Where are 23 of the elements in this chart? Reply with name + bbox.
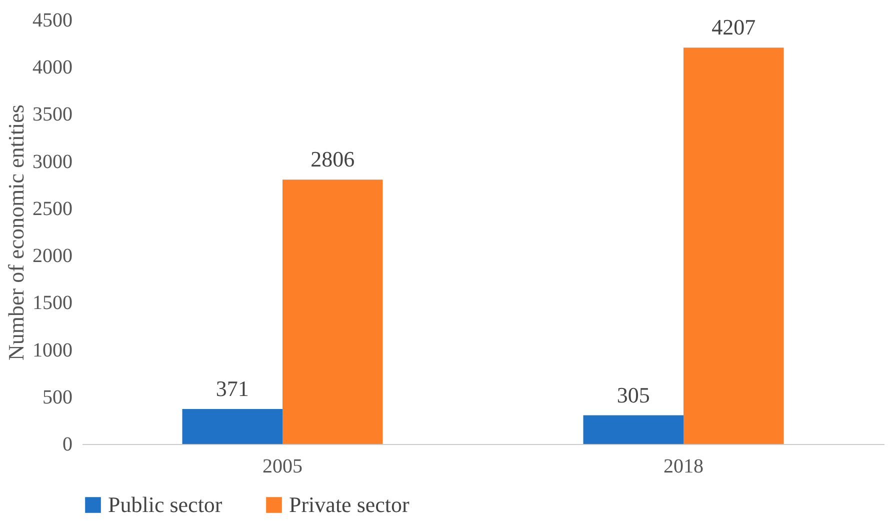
y-tick-label: 3000 [32, 150, 72, 173]
y-tick-label: 2500 [32, 198, 72, 220]
y-tick-label: 500 [42, 386, 72, 408]
x-tick-label: 2018 [664, 456, 704, 478]
data-label: 371 [216, 376, 249, 402]
data-label: 2806 [310, 146, 355, 172]
x-tick-label: 2005 [262, 456, 302, 478]
bar [684, 48, 784, 444]
y-tick-label: 2000 [32, 245, 72, 268]
y-tick-label: 1500 [32, 292, 72, 314]
data-label: 305 [616, 382, 650, 408]
y-tick-label: 1000 [32, 339, 72, 362]
y-tick-label: 4500 [32, 10, 72, 32]
data-label: 4207 [712, 14, 756, 40]
bar [282, 180, 383, 444]
y-tick-label: 3500 [32, 104, 72, 126]
y-tick-label: 0 [62, 434, 72, 456]
bar [583, 415, 684, 444]
legend-label: Private sector [289, 492, 410, 517]
bar [182, 409, 282, 444]
legend-label: Public sector [108, 492, 223, 517]
y-tick-label: 4000 [32, 56, 72, 79]
y-axis-title: Number of economic entities [4, 104, 28, 360]
